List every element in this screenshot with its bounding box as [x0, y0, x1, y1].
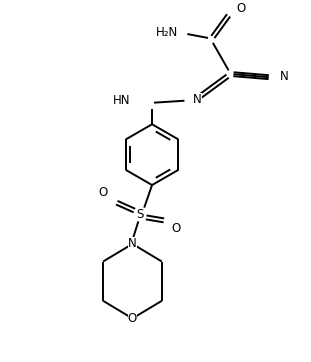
Text: O: O — [171, 222, 180, 235]
Text: N: N — [128, 237, 137, 251]
Text: H₂N: H₂N — [156, 26, 179, 39]
Text: O: O — [128, 312, 137, 325]
Text: HN: HN — [113, 94, 131, 107]
Text: N: N — [193, 93, 202, 106]
Text: O: O — [98, 186, 108, 199]
Text: S: S — [137, 208, 144, 221]
Text: O: O — [236, 2, 246, 15]
Text: N: N — [280, 70, 288, 83]
Text: N: N — [128, 237, 137, 251]
